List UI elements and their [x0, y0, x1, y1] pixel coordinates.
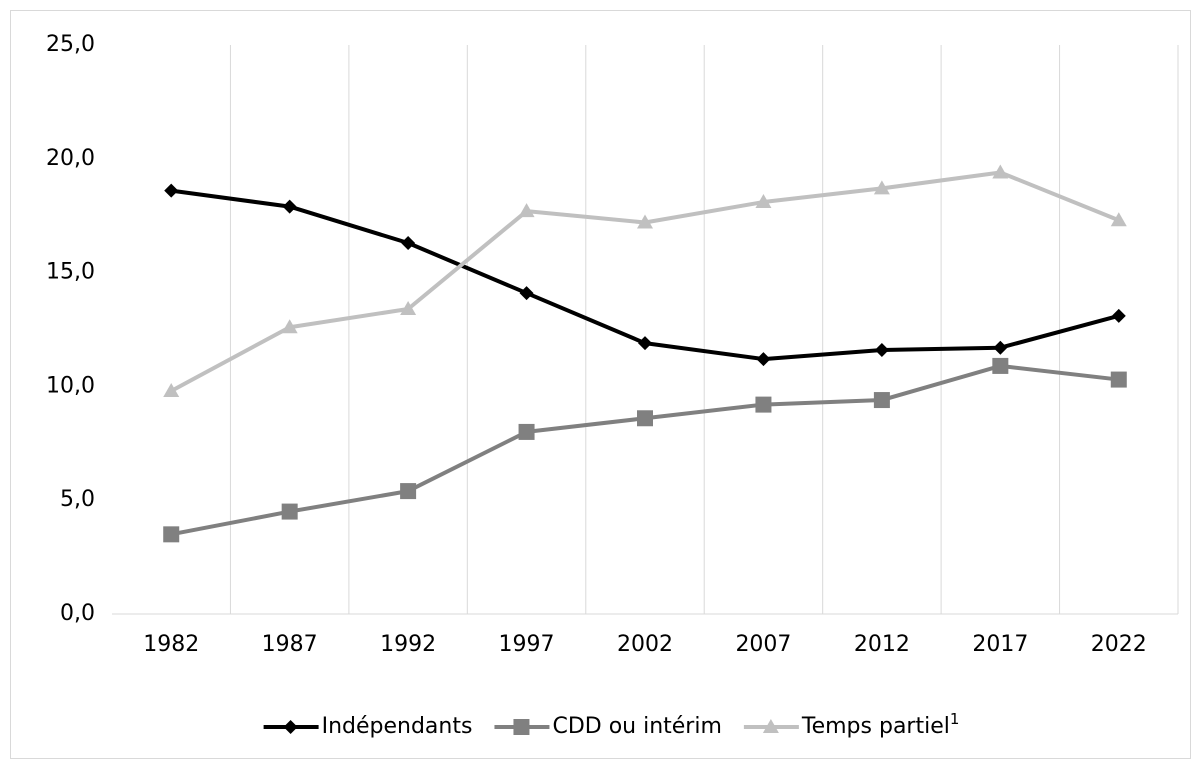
legend-label-name: Temps partiel	[801, 714, 950, 739]
legend-label-name: Indépendants	[322, 714, 473, 739]
x-tick-label: 2012	[854, 632, 910, 657]
y-tick-label: 10,0	[46, 373, 95, 398]
x-tick-label: 2017	[972, 632, 1028, 657]
legend-item: Indépendants	[263, 714, 473, 739]
data-point	[518, 423, 535, 440]
x-tick-label: 2022	[1091, 632, 1147, 657]
legend-item: Temps partiel1	[743, 710, 960, 740]
legend-item: CDD ou intérim	[494, 714, 722, 739]
data-point	[518, 203, 535, 218]
data-point	[992, 357, 1009, 374]
legend-footnote: 1	[950, 710, 960, 728]
data-point	[873, 180, 890, 195]
data-point	[400, 483, 417, 500]
x-tick-label: 1992	[380, 632, 436, 657]
legend-label: Indépendants	[322, 714, 473, 739]
x-tick-label: 1997	[499, 632, 555, 657]
data-point	[755, 194, 772, 209]
data-point	[1110, 371, 1127, 388]
data-point	[637, 410, 653, 427]
y-tick-label: 25,0	[46, 32, 95, 57]
data-point	[282, 199, 297, 214]
y-tick-label: 5,0	[60, 487, 95, 512]
data-point	[637, 214, 653, 229]
x-tick-label: 1982	[143, 632, 199, 657]
y-tick-label: 20,0	[46, 146, 95, 171]
data-point	[163, 526, 180, 543]
data-point	[1110, 212, 1127, 227]
data-point	[873, 392, 890, 409]
legend-marker	[762, 719, 779, 733]
data-point	[400, 301, 417, 316]
data-point	[164, 183, 179, 198]
chart-frame	[10, 10, 1191, 759]
data-point	[401, 236, 416, 251]
data-point	[992, 164, 1009, 179]
legend-label-name: CDD ou intérim	[552, 714, 721, 739]
y-tick-label: 0,0	[60, 601, 95, 626]
legend-marker	[513, 719, 530, 735]
x-tick-label: 1987	[262, 632, 318, 657]
data-point	[756, 352, 771, 367]
y-tick-label: 15,0	[46, 260, 95, 285]
data-point	[519, 286, 534, 301]
data-point	[281, 319, 298, 334]
legend: Indépendants CDD ou intérim Temps partiel1	[263, 710, 960, 740]
data-point	[993, 340, 1008, 355]
data-point	[1111, 308, 1126, 323]
legend-label: Temps partiel1	[801, 710, 960, 740]
data-point	[163, 382, 180, 397]
data-point	[755, 396, 772, 413]
x-tick-label: 2002	[617, 632, 673, 657]
legend-label: CDD ou intérim	[552, 714, 721, 739]
data-point	[638, 336, 652, 351]
data-point	[874, 342, 889, 357]
legend-marker	[283, 720, 298, 734]
x-tick-label: 2007	[735, 632, 791, 657]
data-point	[281, 503, 298, 520]
